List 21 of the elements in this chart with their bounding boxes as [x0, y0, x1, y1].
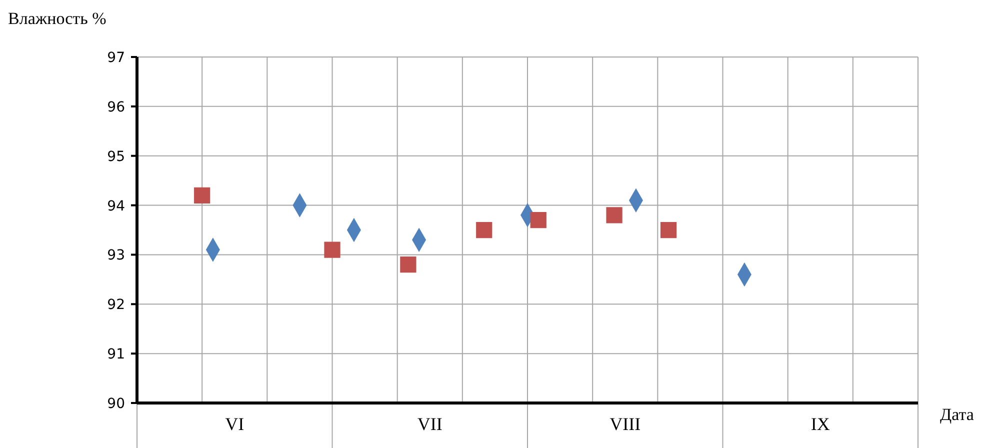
- y-tick-label: 96: [107, 99, 126, 116]
- y-tick-label: 92: [107, 297, 125, 314]
- x-tick-label: VI: [225, 414, 244, 434]
- x-axis-title: Дата: [940, 405, 974, 424]
- y-tick-label: 94: [107, 198, 126, 214]
- point: [194, 187, 210, 204]
- point: [324, 242, 340, 258]
- y-axis-title: Влажность %: [8, 9, 106, 28]
- point: [400, 256, 416, 273]
- point: [476, 222, 492, 238]
- point: [606, 207, 622, 224]
- y-tick-label: 97: [107, 50, 125, 66]
- x-tick-label: IX: [810, 414, 830, 434]
- y-tick-label: 90: [107, 396, 125, 412]
- x-tick-label: VII: [417, 414, 442, 434]
- y-tick-label: 95: [107, 148, 125, 165]
- y-tick-label: 93: [107, 248, 125, 264]
- point: [530, 212, 546, 228]
- point: [660, 222, 677, 238]
- y-tick-label: 91: [107, 346, 125, 363]
- x-tick-label: VIII: [610, 414, 641, 434]
